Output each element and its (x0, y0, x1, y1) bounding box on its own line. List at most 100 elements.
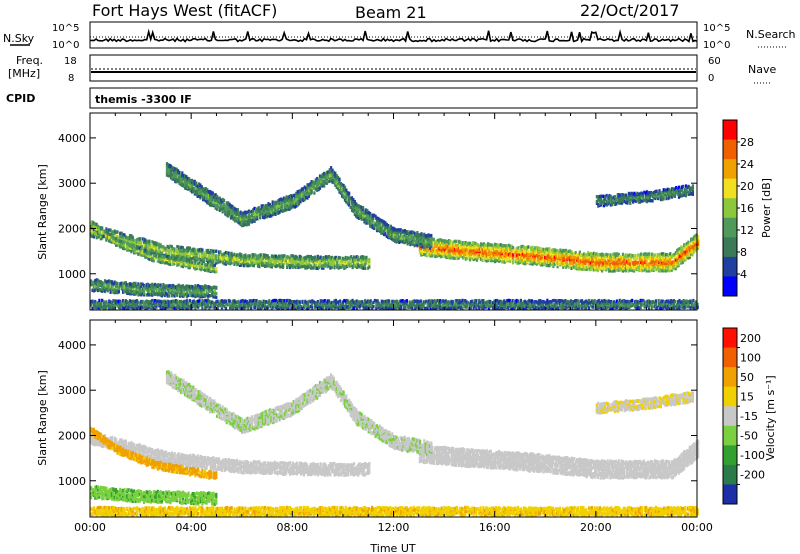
echo-cell (620, 194, 624, 199)
echo-cell (273, 259, 276, 264)
echo-cell (176, 293, 179, 298)
echo-cell (687, 184, 690, 189)
echo-cell (152, 253, 155, 258)
echo-cell (327, 261, 331, 265)
echo-cell (668, 188, 671, 192)
echo-cell (202, 265, 205, 269)
echo-cell (655, 193, 658, 197)
echo-cell (290, 263, 293, 268)
echo-cell (581, 259, 584, 263)
echo-cell (362, 266, 365, 270)
echo-cell (156, 249, 159, 253)
echo-cell (103, 235, 107, 239)
echo-cell (646, 262, 650, 266)
echo-cell (234, 207, 237, 211)
echo-cell (569, 255, 572, 260)
echo-cell (566, 254, 569, 258)
echo-cell (300, 255, 303, 259)
echo-cell (660, 255, 663, 259)
echo-cell (637, 196, 640, 201)
echo-cell (589, 257, 593, 262)
echo-cell (209, 251, 212, 255)
echo-cell (627, 254, 630, 258)
echo-cell (544, 258, 547, 263)
echo-cell (694, 245, 697, 250)
echo-cell (548, 263, 551, 268)
echo-cell (305, 190, 308, 195)
echo-cell (524, 250, 527, 255)
echo-cell (567, 249, 570, 254)
echo-cell (231, 211, 234, 215)
echo-cell (420, 246, 423, 250)
echo-cell (423, 232, 426, 237)
echo-cell (152, 287, 155, 291)
echo-cell (170, 247, 173, 251)
echo-cell (595, 260, 598, 265)
echo-cell (612, 252, 615, 257)
echo-cell (170, 245, 173, 249)
echo-cell (364, 219, 367, 223)
echo-cell (135, 238, 139, 242)
echo-cell (147, 284, 150, 289)
echo-cell (394, 232, 397, 236)
echo-cell (270, 204, 273, 209)
echo-cell (312, 259, 315, 263)
echo-cell (259, 211, 262, 215)
echo-cell (460, 249, 463, 253)
echo-cell (152, 241, 155, 245)
echo-cell (667, 255, 670, 260)
echo-cell (135, 248, 139, 253)
echo-cell (564, 257, 568, 261)
echo-cell (177, 178, 180, 182)
echo-cell (183, 255, 186, 260)
echo-cell (348, 199, 351, 203)
echo-cell (550, 262, 554, 266)
echo-cell (684, 191, 688, 195)
echo-cell (123, 281, 126, 285)
echo-cell (673, 194, 676, 198)
echo-cell (141, 245, 144, 249)
echo-cell (240, 257, 243, 261)
echo-cell (624, 261, 627, 265)
echo-cell (582, 266, 586, 270)
echo-cell (222, 206, 226, 210)
echo-cell (524, 246, 527, 250)
echo-cell (644, 194, 647, 199)
echo-cell (166, 244, 169, 249)
echo-cell (232, 217, 235, 221)
echo-cell (532, 252, 536, 257)
echo-cell (651, 199, 654, 203)
echo-cell (236, 261, 239, 265)
echo-cell (616, 193, 619, 197)
echo-cell (649, 266, 652, 271)
echo-cell (128, 236, 132, 241)
echo-cell (123, 241, 126, 245)
echo-cell (243, 220, 246, 225)
echo-cell (198, 265, 201, 269)
echo-cell (491, 251, 494, 255)
echo-cell (249, 217, 252, 221)
echo-cell (232, 206, 235, 210)
echo-cell (148, 257, 151, 261)
echo-cell (263, 260, 267, 265)
echo-cell (266, 262, 269, 266)
echo-cell (174, 167, 177, 171)
echo-cell (315, 260, 318, 265)
echo-cell (665, 252, 668, 257)
echo-cell (512, 253, 515, 257)
echo-cell (247, 261, 250, 266)
echo-cell (163, 255, 166, 259)
echo-cell (326, 260, 329, 264)
echo-cell (308, 257, 311, 261)
echo-cell (165, 249, 168, 253)
echo-cell (617, 268, 620, 272)
echo-cell (245, 210, 248, 215)
echo-cell (448, 239, 451, 243)
echo-cell (355, 214, 358, 218)
echo-cell (518, 250, 522, 254)
echo-cell (427, 237, 430, 241)
echo-cell (697, 234, 700, 239)
echo-cell (609, 265, 612, 269)
echo-cell (670, 192, 674, 196)
echo-cell (318, 186, 322, 190)
